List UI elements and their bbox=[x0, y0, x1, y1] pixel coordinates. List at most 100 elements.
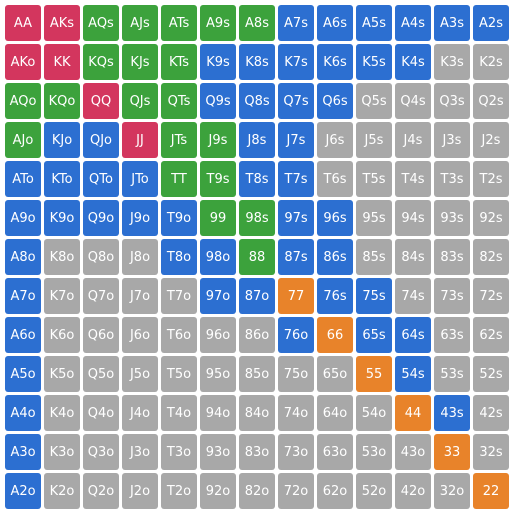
hand-cell[interactable]: QQ bbox=[83, 83, 119, 119]
hand-cell[interactable]: T3s bbox=[434, 161, 470, 197]
hand-cell[interactable]: K6s bbox=[317, 44, 353, 80]
hand-cell[interactable]: T6s bbox=[317, 161, 353, 197]
hand-cell[interactable]: 52s bbox=[473, 356, 509, 392]
hand-cell[interactable]: KTs bbox=[161, 44, 197, 80]
hand-cell[interactable]: 43o bbox=[395, 434, 431, 470]
hand-cell[interactable]: 86s bbox=[317, 239, 353, 275]
hand-cell[interactable]: K8s bbox=[239, 44, 275, 80]
hand-cell[interactable]: K4s bbox=[395, 44, 431, 80]
hand-cell[interactable]: Q2o bbox=[83, 473, 119, 509]
hand-cell[interactable]: Q8o bbox=[83, 239, 119, 275]
hand-cell[interactable]: 88 bbox=[239, 239, 275, 275]
hand-cell[interactable]: 98o bbox=[200, 239, 236, 275]
hand-cell[interactable]: JTs bbox=[161, 122, 197, 158]
hand-cell[interactable]: 83s bbox=[434, 239, 470, 275]
hand-cell[interactable]: 22 bbox=[473, 473, 509, 509]
hand-cell[interactable]: J6o bbox=[122, 317, 158, 353]
hand-cell[interactable]: 44 bbox=[395, 395, 431, 431]
hand-cell[interactable]: 95s bbox=[356, 200, 392, 236]
hand-cell[interactable]: A6o bbox=[5, 317, 41, 353]
hand-cell[interactable]: A3s bbox=[434, 5, 470, 41]
hand-cell[interactable]: K2o bbox=[44, 473, 80, 509]
hand-cell[interactable]: 98s bbox=[239, 200, 275, 236]
hand-cell[interactable]: QTo bbox=[83, 161, 119, 197]
hand-cell[interactable]: Q7s bbox=[278, 83, 314, 119]
hand-cell[interactable]: K5s bbox=[356, 44, 392, 80]
hand-cell[interactable]: 53s bbox=[434, 356, 470, 392]
hand-cell[interactable]: T4s bbox=[395, 161, 431, 197]
hand-cell[interactable]: KTo bbox=[44, 161, 80, 197]
hand-cell[interactable]: T3o bbox=[161, 434, 197, 470]
hand-cell[interactable]: 64o bbox=[317, 395, 353, 431]
hand-cell[interactable]: K9o bbox=[44, 200, 80, 236]
hand-cell[interactable]: 83o bbox=[239, 434, 275, 470]
hand-cell[interactable]: J9o bbox=[122, 200, 158, 236]
hand-cell[interactable]: 82o bbox=[239, 473, 275, 509]
hand-cell[interactable]: J3s bbox=[434, 122, 470, 158]
hand-cell[interactable]: Q7o bbox=[83, 278, 119, 314]
hand-cell[interactable]: AJo bbox=[5, 122, 41, 158]
hand-cell[interactable]: 63o bbox=[317, 434, 353, 470]
hand-cell[interactable]: JTo bbox=[122, 161, 158, 197]
hand-cell[interactable]: 76o bbox=[278, 317, 314, 353]
hand-cell[interactable]: Q5o bbox=[83, 356, 119, 392]
hand-cell[interactable]: 63s bbox=[434, 317, 470, 353]
hand-cell[interactable]: 62o bbox=[317, 473, 353, 509]
hand-cell[interactable]: 42s bbox=[473, 395, 509, 431]
hand-cell[interactable]: 77 bbox=[278, 278, 314, 314]
hand-cell[interactable]: T9o bbox=[161, 200, 197, 236]
hand-cell[interactable]: KJs bbox=[122, 44, 158, 80]
hand-cell[interactable]: Q4o bbox=[83, 395, 119, 431]
hand-cell[interactable]: T7s bbox=[278, 161, 314, 197]
hand-cell[interactable]: A3o bbox=[5, 434, 41, 470]
hand-cell[interactable]: T8o bbox=[161, 239, 197, 275]
hand-cell[interactable]: QTs bbox=[161, 83, 197, 119]
hand-cell[interactable]: A6s bbox=[317, 5, 353, 41]
hand-cell[interactable]: Q5s bbox=[356, 83, 392, 119]
hand-cell[interactable]: 94s bbox=[395, 200, 431, 236]
hand-cell[interactable]: A8o bbox=[5, 239, 41, 275]
hand-cell[interactable]: K9s bbox=[200, 44, 236, 80]
hand-cell[interactable]: 72s bbox=[473, 278, 509, 314]
hand-cell[interactable]: 75o bbox=[278, 356, 314, 392]
hand-cell[interactable]: 62s bbox=[473, 317, 509, 353]
hand-cell[interactable]: 52o bbox=[356, 473, 392, 509]
hand-cell[interactable]: Q9o bbox=[83, 200, 119, 236]
hand-cell[interactable]: 97s bbox=[278, 200, 314, 236]
hand-cell[interactable]: J2o bbox=[122, 473, 158, 509]
hand-cell[interactable]: J5o bbox=[122, 356, 158, 392]
hand-cell[interactable]: 87s bbox=[278, 239, 314, 275]
hand-cell[interactable]: A7s bbox=[278, 5, 314, 41]
hand-cell[interactable]: 76s bbox=[317, 278, 353, 314]
hand-cell[interactable]: 32s bbox=[473, 434, 509, 470]
hand-cell[interactable]: T2s bbox=[473, 161, 509, 197]
hand-cell[interactable]: K8o bbox=[44, 239, 80, 275]
hand-cell[interactable]: AQs bbox=[83, 5, 119, 41]
hand-cell[interactable]: AQo bbox=[5, 83, 41, 119]
hand-cell[interactable]: 93o bbox=[200, 434, 236, 470]
hand-cell[interactable]: K5o bbox=[44, 356, 80, 392]
hand-cell[interactable]: QJs bbox=[122, 83, 158, 119]
hand-cell[interactable]: T5s bbox=[356, 161, 392, 197]
hand-cell[interactable]: 73o bbox=[278, 434, 314, 470]
hand-cell[interactable]: Q3s bbox=[434, 83, 470, 119]
hand-cell[interactable]: Q3o bbox=[83, 434, 119, 470]
hand-cell[interactable]: 84s bbox=[395, 239, 431, 275]
hand-cell[interactable]: J7o bbox=[122, 278, 158, 314]
hand-cell[interactable]: J5s bbox=[356, 122, 392, 158]
hand-cell[interactable]: Q8s bbox=[239, 83, 275, 119]
hand-cell[interactable]: K3s bbox=[434, 44, 470, 80]
hand-cell[interactable]: A2s bbox=[473, 5, 509, 41]
hand-cell[interactable]: T2o bbox=[161, 473, 197, 509]
hand-cell[interactable]: Q6s bbox=[317, 83, 353, 119]
hand-cell[interactable]: K2s bbox=[473, 44, 509, 80]
hand-cell[interactable]: KJo bbox=[44, 122, 80, 158]
hand-cell[interactable]: J4s bbox=[395, 122, 431, 158]
hand-cell[interactable]: J8o bbox=[122, 239, 158, 275]
hand-cell[interactable]: AKo bbox=[5, 44, 41, 80]
hand-cell[interactable]: 66 bbox=[317, 317, 353, 353]
hand-cell[interactable]: A9o bbox=[5, 200, 41, 236]
hand-cell[interactable]: J4o bbox=[122, 395, 158, 431]
hand-cell[interactable]: J6s bbox=[317, 122, 353, 158]
hand-cell[interactable]: 75s bbox=[356, 278, 392, 314]
